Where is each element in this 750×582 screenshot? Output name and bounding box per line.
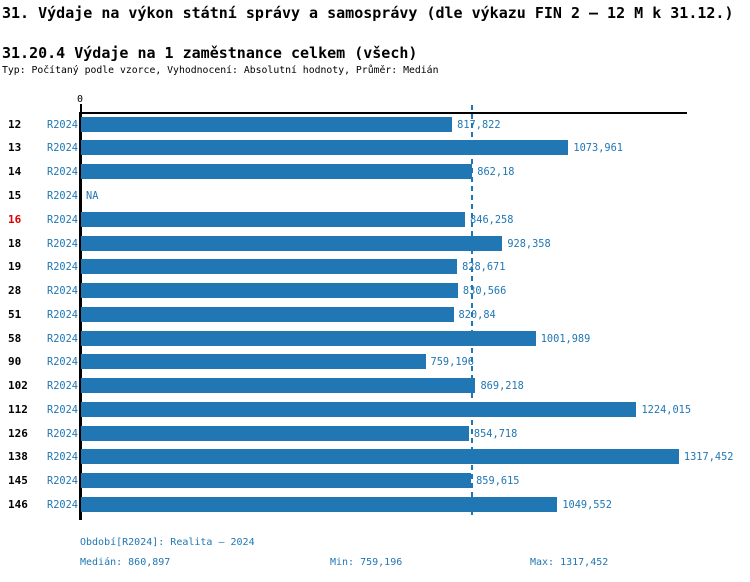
- row-id-label: 15: [8, 188, 22, 202]
- bar: [81, 211, 466, 227]
- row-period-label: R2024: [47, 261, 78, 274]
- row-period-label: R2024: [47, 427, 78, 440]
- chart-subtitle: 31.20.4 Výdaje na 1 zaměstnance celkem (…: [2, 44, 418, 62]
- bar-value-label: 830,566: [462, 285, 507, 298]
- row-period-label: R2024: [47, 332, 78, 345]
- row-period-label: R2024: [47, 237, 78, 250]
- row-period-label: R2024: [47, 142, 78, 155]
- row-id-label: 28: [8, 284, 22, 298]
- row-id-label: 16: [8, 212, 22, 226]
- bar: [81, 259, 458, 275]
- row-id-label: 14: [8, 165, 22, 179]
- bar-row: 12 R2024 817,822: [0, 116, 750, 132]
- bar-row: 15 R2024 NA: [0, 188, 750, 203]
- bar-row: 18 R2024 928,358: [0, 235, 750, 251]
- bar-value-label: 869,218: [480, 380, 524, 393]
- bar-value-label: 846,258: [470, 213, 514, 226]
- bar-value-label: 1049,552: [562, 498, 612, 511]
- row-period-label: R2024: [47, 451, 78, 464]
- row-id-label: 58: [8, 331, 22, 345]
- x-axis-zero-tick-mark: [79, 104, 82, 113]
- bar: [81, 140, 569, 156]
- footer-min-label: Min: 759,196: [330, 557, 403, 568]
- row-id-label: 146: [8, 497, 28, 511]
- bar-row: 19 R2024 828,671: [0, 259, 750, 275]
- x-axis-zero-tick-label: 0: [76, 94, 84, 105]
- bar: [81, 164, 473, 180]
- row-period-label: R2024: [47, 285, 78, 298]
- row-period-label: R2024: [47, 498, 78, 511]
- row-id-label: 19: [8, 260, 22, 274]
- bar: [81, 330, 536, 346]
- bar-row: 126 R2024 854,718: [0, 425, 750, 441]
- row-period-label: R2024: [47, 403, 78, 416]
- row-period-label: R2024: [47, 166, 78, 179]
- bar: [81, 496, 558, 512]
- row-id-label: 51: [8, 307, 22, 321]
- bar: [81, 306, 454, 322]
- footer-period-label: Období[R2024]: Realita – 2024: [80, 537, 255, 548]
- bar: [81, 449, 679, 465]
- bar-value-label: 1317,452: [683, 451, 734, 464]
- row-period-label: R2024: [47, 475, 78, 488]
- x-axis-line: [79, 112, 687, 114]
- bar-row: 112 R2024 1224,015: [0, 401, 750, 417]
- bar-row: 51 R2024 820,84: [0, 306, 750, 322]
- row-period-label: R2024: [47, 213, 78, 226]
- bar: [81, 283, 458, 299]
- bar: [81, 378, 476, 394]
- row-id-label: 126: [8, 426, 28, 440]
- row-id-label: 138: [8, 450, 28, 464]
- bar-row: 90 R2024 759,196: [0, 354, 750, 370]
- bar-row: 28 R2024 830,566: [0, 283, 750, 299]
- bar-row: 138 R2024 1317,452: [0, 449, 750, 465]
- bar: [81, 354, 426, 370]
- row-id-label: 102: [8, 379, 28, 393]
- row-id-label: 90: [8, 355, 22, 369]
- bar-row: 145 R2024 859,615: [0, 473, 750, 489]
- bar-value-label: 828,671: [462, 261, 506, 274]
- bar: [81, 235, 503, 251]
- bar-row: 16 R2024 846,258: [0, 211, 750, 227]
- row-id-label: 13: [8, 141, 22, 155]
- bar-value-label: NA: [86, 189, 99, 202]
- bar: [81, 401, 637, 417]
- bar-row: 146 R2024 1049,552: [0, 496, 750, 512]
- bar-value-label: 1001,989: [540, 332, 591, 345]
- bar-value-label: 928,358: [507, 237, 551, 250]
- bar: [81, 473, 472, 489]
- bar: [81, 425, 469, 441]
- bar-row: 13 R2024 1073,961: [0, 140, 750, 156]
- bar-value-label: 817,822: [457, 118, 501, 131]
- median-reference-line: [471, 105, 473, 519]
- bar-value-label: 820,84: [458, 308, 496, 321]
- page-title: 31. Výdaje na výkon státní správy a samo…: [2, 4, 734, 22]
- bar-value-label: 862,18: [477, 166, 515, 179]
- bar-value-label: 1224,015: [641, 403, 692, 416]
- row-period-label: R2024: [47, 308, 78, 321]
- row-period-label: R2024: [47, 118, 78, 131]
- bar-row: 14 R2024 862,18: [0, 164, 750, 180]
- row-id-label: 112: [8, 402, 28, 416]
- row-period-label: R2024: [47, 356, 78, 369]
- bar-value-label: 854,718: [473, 427, 518, 440]
- chart-meta-line: Typ: Počítaný podle vzorce, Vyhodnocení:…: [2, 65, 439, 76]
- bar-row: 58 R2024 1001,989: [0, 330, 750, 346]
- row-period-label: R2024: [47, 189, 78, 202]
- row-period-label: R2024: [47, 380, 78, 393]
- row-id-label: 12: [8, 117, 22, 131]
- bar: [81, 116, 453, 132]
- bar-row: 102 R2024 869,218: [0, 378, 750, 394]
- y-axis-line: [79, 112, 82, 520]
- row-id-label: 18: [8, 236, 22, 250]
- footer-median-label: Medián: 860,897: [80, 557, 171, 568]
- bar-value-label: 1073,961: [573, 142, 623, 155]
- bar-value-label: 759,196: [430, 356, 474, 369]
- bar-value-label: 859,615: [476, 475, 520, 488]
- row-id-label: 145: [8, 474, 28, 488]
- footer-max-label: Max: 1317,452: [530, 557, 609, 568]
